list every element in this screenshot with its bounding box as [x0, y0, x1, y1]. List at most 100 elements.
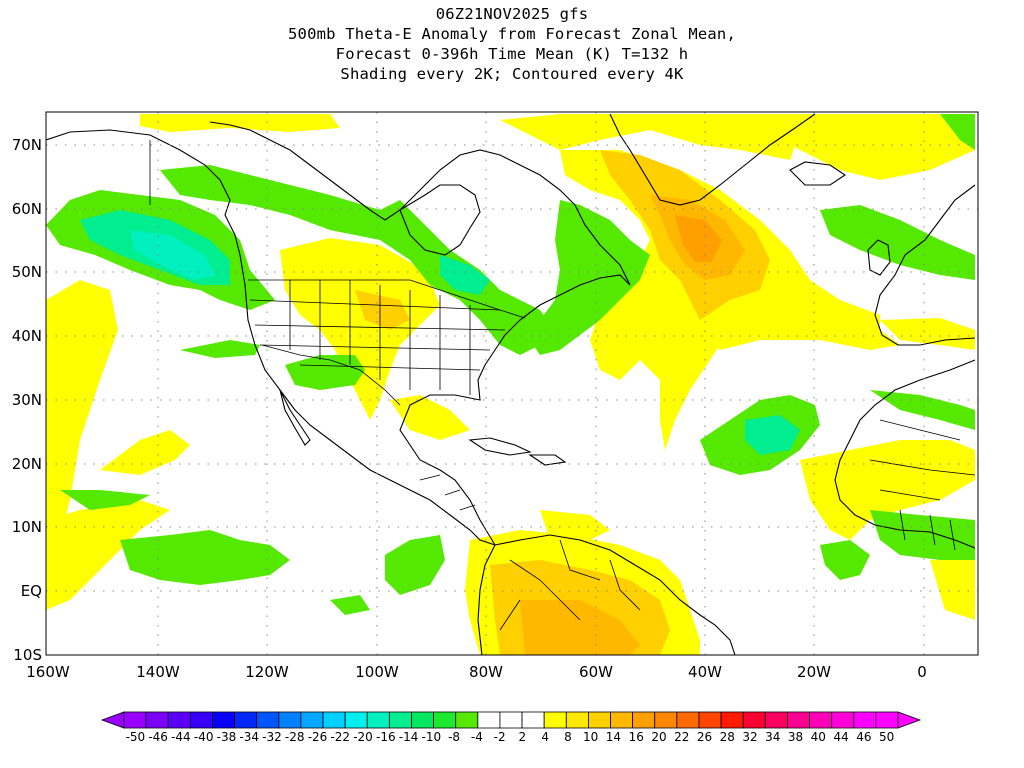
shade-yellow-subtropical-atlantic [680, 300, 900, 350]
lon-label: 140W [136, 663, 180, 681]
shade-green-canada-arctic [160, 165, 555, 355]
lat-label: 40N [12, 327, 42, 345]
colorbar-label: -38 [217, 730, 237, 744]
colorbar-swatch [256, 711, 280, 729]
colorbar-label: 26 [697, 730, 712, 744]
coast-south-america-west [477, 544, 496, 655]
colorbar-label: -2 [494, 730, 506, 744]
coast-greenland [609, 113, 816, 206]
colorbar-swatch [167, 711, 191, 729]
colorbar-label: 22 [674, 730, 689, 744]
shade-yellow-atlantic-band [500, 114, 800, 160]
colorbar-label: 14 [606, 730, 621, 744]
coast-cuba [468, 437, 532, 456]
graticule [46, 112, 978, 655]
shade-yellow-north-pacific [140, 114, 340, 132]
colorbar-label: 40 [811, 730, 826, 744]
colorbar-label: -14 [399, 730, 419, 744]
lat-label: 30N [12, 391, 42, 409]
colorbar: -50 -46 -44 -40 -38 -34 -32 -28 -26 -22 -20 -16 -14-… [100, 711, 922, 744]
lat-label: 10S [13, 646, 42, 664]
state-lines-b [249, 299, 506, 371]
colorbar-swatch [212, 711, 235, 729]
colorbar-label: -20 [353, 730, 373, 744]
border-us-canada [248, 279, 526, 319]
shade-cyan-alaska-max [130, 230, 215, 280]
south-america-borders [499, 539, 641, 631]
colorbar-label: 38 [788, 730, 803, 744]
colorbar-swatch [565, 711, 589, 729]
coast-europe [874, 184, 976, 346]
shade-orange-south-america [520, 600, 640, 655]
shade-green-labrador [530, 200, 650, 355]
colorbar-label: 4 [541, 730, 549, 744]
colorbar-label: -32 [262, 730, 282, 744]
colorbar-swatch [477, 711, 501, 729]
title-forecast: Forecast 0-396h Time Mean (K) T=132 h [335, 45, 689, 63]
coastlines [46, 113, 976, 655]
central-america-borders [419, 474, 476, 511]
colorbar-swatch [521, 711, 545, 729]
latitude-labels: 70N 60N 50N 40N 30N 20N 10N EQ 10S [12, 136, 42, 664]
colorbar-swatch [809, 711, 833, 729]
coast-hispaniola [528, 454, 567, 466]
shade-green-greenland-east [940, 114, 975, 150]
colorbar-label: -28 [285, 730, 305, 744]
colorbar-swatch [344, 711, 368, 729]
colorbar-swatch [632, 711, 656, 729]
colorbar-swatch [588, 711, 611, 729]
colorbar-swatch [676, 711, 700, 729]
colorbar-label: 46 [856, 730, 871, 744]
lon-label: 20W [797, 663, 831, 681]
colorbar-swatch [411, 711, 434, 729]
colorbar-swatch [433, 711, 457, 729]
coast-south-america [494, 534, 736, 655]
colorbar-swatch [322, 711, 346, 729]
shade-green-north-africa [870, 390, 975, 430]
colorbar-label: 28 [720, 730, 735, 744]
lat-label: 70N [12, 136, 42, 154]
colorbar-label: 34 [765, 730, 780, 744]
shade-green-pacific-south [60, 490, 150, 510]
africa-borders [869, 419, 976, 551]
colorbar-label: 8 [564, 730, 572, 744]
shade-yellow-gulf-guinea [930, 560, 975, 620]
border-us-mexico [261, 344, 401, 406]
coast-africa [834, 359, 976, 549]
colorbar-swatch [145, 711, 169, 729]
colorbar-swatch [654, 711, 678, 729]
shade-yellow-tropical-pacific [46, 500, 170, 610]
coast-baja [279, 389, 311, 446]
colorbar-swatch [543, 711, 567, 729]
lat-label: 60N [12, 200, 42, 218]
colorbar-label: -44 [171, 730, 191, 744]
shade-gold-plains [355, 290, 410, 330]
lon-label: 60W [579, 663, 613, 681]
colorbar-swatch [366, 711, 390, 729]
lat-label: 20N [12, 455, 42, 473]
colorbar-swatch [610, 711, 634, 729]
lon-label: 100W [355, 663, 399, 681]
colorbar-swatch [764, 711, 788, 729]
colorbar-label: 2 [519, 730, 527, 744]
map-frame [45, 111, 979, 656]
colorbar-swatch [278, 711, 302, 729]
lon-label: 40W [688, 663, 722, 681]
lon-label: 80W [469, 663, 503, 681]
anomaly-shading [46, 114, 975, 655]
colorbar-swatch [234, 711, 258, 729]
lat-label: 50N [12, 263, 42, 281]
shade-yellow-mediterranean [880, 318, 975, 350]
title-variable: 500mb Theta-E Anomaly from Forecast Zona… [288, 25, 736, 43]
coast-british-isles [867, 239, 891, 276]
shade-green-east-atlantic-equator [820, 540, 870, 580]
colorbar-swatch [300, 711, 324, 729]
colorbar-arrow-right [897, 711, 922, 729]
colorbar-swatch [720, 711, 744, 729]
lon-label: 160W [26, 663, 70, 681]
colorbar-swatch [455, 711, 479, 729]
coast-canada-east [209, 121, 631, 286]
colorbar-swatch [875, 711, 899, 729]
colorbar-label: 20 [651, 730, 666, 744]
colorbar-label: -46 [148, 730, 168, 744]
